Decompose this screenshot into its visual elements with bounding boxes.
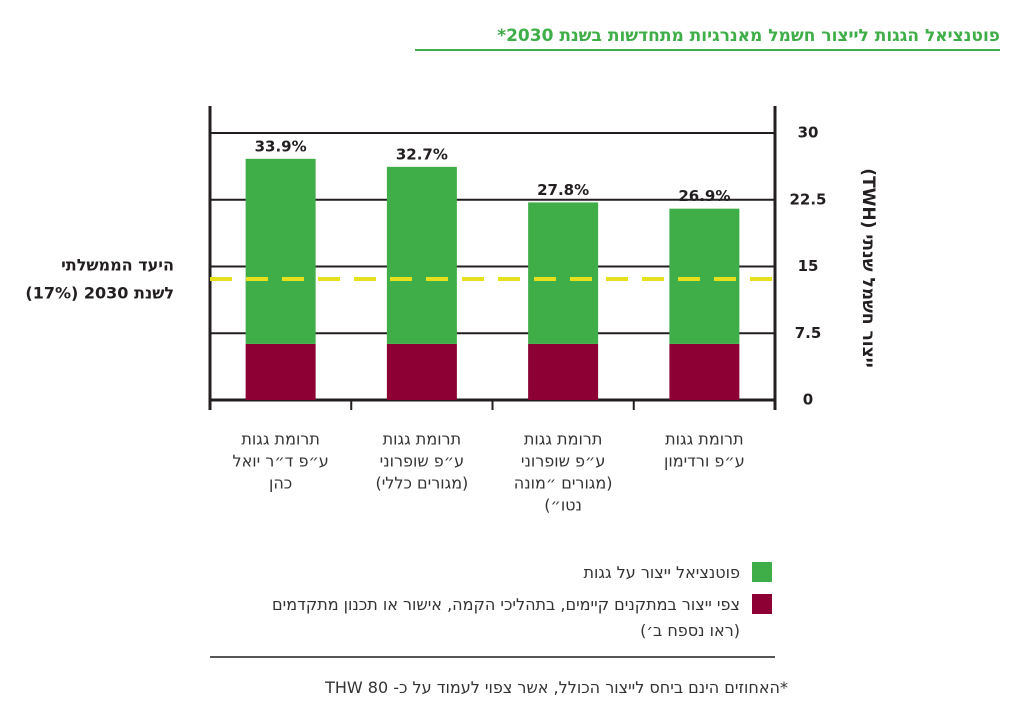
bar-segment [669,208,740,344]
legend-swatch [752,594,772,614]
y-tick-label: 15 [798,257,819,275]
bar-label: 32.7% [396,145,448,163]
x-tick-label: כהן [269,474,292,493]
bar-segment [386,343,457,400]
legend-label: צפי ייצור במתקנים קיימים, בתהליכי הקמה, … [272,595,740,640]
x-tick-label: (מגורים ״מונה [514,474,613,493]
legend-item: פוטנציאל ייצור על גגות [584,560,772,586]
bar-segment [528,202,599,344]
y-tick-label: 22.5 [789,190,826,208]
legend-item: צפי ייצור במתקנים קיימים, בתהליכי הקמה, … [270,592,772,644]
x-tick-label: תרומת גגות [383,430,461,449]
bar-segment [245,158,316,344]
x-tick-label: ע״פ ד״ר יואל [232,452,328,471]
x-tick-label: (מגורים כללי) [375,474,468,493]
x-tick-label: ע״פ שופרוני [380,452,464,471]
x-tick-label: ע״פ שופרוני [521,452,605,471]
x-tick-label: תרומת גגות [524,430,602,449]
bar-segment [245,343,316,400]
bar-label: 33.9% [255,137,307,155]
target-label: היעד הממשלתי [61,256,174,275]
legend-label: פוטנציאל ייצור על גגות [583,563,740,582]
x-tick-label: נטו״) [544,496,582,515]
y-tick-label: 30 [798,124,819,142]
x-tick-label: תרומת גגות [241,430,319,449]
bar-segment [669,343,740,400]
x-tick-label: ע״פ ורדימון [664,452,745,471]
bar-segment [386,166,457,344]
bar-label: 27.8% [537,181,589,199]
footnote: *האחוזים הינם ביחס לייצור הכולל, אשר צפו… [325,678,788,697]
bar-label: 26.9% [678,187,730,205]
y-axis-label: ייצור חשמל שנתי (TWH) [858,168,878,367]
x-tick-label: תרומת גגות [665,430,743,449]
bar-segment [528,343,599,400]
legend-swatch [752,562,772,582]
y-tick-label: 7.5 [795,324,822,342]
target-label: לשנת 2030 (17%) [25,284,174,303]
chart-title: פוטנציאל הגגות לייצור חשמל מאנרגיות מתחד… [497,26,1000,46]
y-tick-label: 0 [803,391,813,409]
